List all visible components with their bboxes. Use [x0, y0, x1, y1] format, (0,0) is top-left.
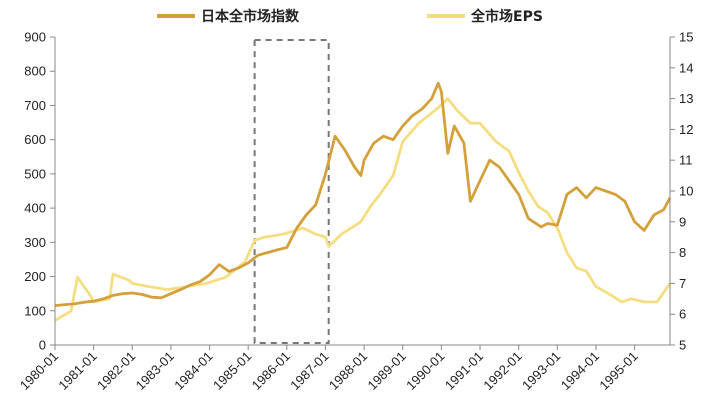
x-tick-label: 1990-01 [403, 349, 447, 393]
x-tick-label: 1980-01 [17, 349, 61, 393]
x-tick-label: 1985-01 [210, 349, 254, 393]
legend-label-index: 日本全市场指数 [201, 8, 300, 25]
x-tick-label: 1991-01 [442, 349, 486, 393]
y-right-tick-label: 9 [679, 214, 686, 229]
y-right-tick-label: 6 [679, 307, 686, 322]
y-left-tick-label: 500 [24, 166, 46, 181]
x-tick-label: 1994-01 [558, 349, 602, 393]
x-tick-label: 1988-01 [326, 349, 370, 393]
y-right-tick-label: 8 [679, 245, 686, 260]
x-tick-label: 1986-01 [249, 349, 293, 393]
y-right-tick-label: 14 [679, 60, 693, 75]
x-tick-label: 1995-01 [596, 349, 640, 393]
series-line-eps [54, 97, 672, 322]
y-right-tick-label: 7 [679, 276, 686, 291]
y-left-tick-label: 100 [24, 303, 46, 318]
y-right-tick-label: 11 [679, 153, 693, 168]
y-left-tick-label: 900 [24, 30, 46, 45]
x-tick-label: 1982-01 [94, 349, 138, 393]
y-right-tick-label: 13 [679, 91, 693, 106]
y-left-tick-label: 200 [24, 269, 46, 284]
y-right-tick-label: 5 [679, 338, 686, 353]
y-left-tick-label: 300 [24, 235, 46, 250]
y-right-tick-label: 15 [679, 30, 693, 45]
y-left-tick-label: 0 [39, 338, 46, 353]
legend: 日本全市场指数 全市场EPS [157, 8, 543, 25]
y-left-tick-label: 400 [24, 201, 46, 216]
x-tick-label: 1989-01 [365, 349, 409, 393]
series-line-index [54, 81, 672, 307]
y-left-tick-label: 600 [24, 132, 46, 147]
highlight-box [253, 39, 330, 344]
y-left-tick-label: 800 [24, 64, 46, 79]
x-tick-label: 1987-01 [287, 349, 331, 393]
x-tick-label: 1993-01 [519, 349, 563, 393]
x-tick-label: 1984-01 [171, 349, 215, 393]
x-tick-label: 1992-01 [480, 349, 524, 393]
y-right-tick-label: 10 [679, 184, 693, 199]
x-tick-label: 1981-01 [55, 349, 99, 393]
y-right-tick-label: 12 [679, 122, 693, 137]
y-left-tick-label: 700 [24, 98, 46, 113]
x-tick-label: 1983-01 [133, 349, 177, 393]
legend-label-eps: 全市场EPS [470, 8, 543, 25]
